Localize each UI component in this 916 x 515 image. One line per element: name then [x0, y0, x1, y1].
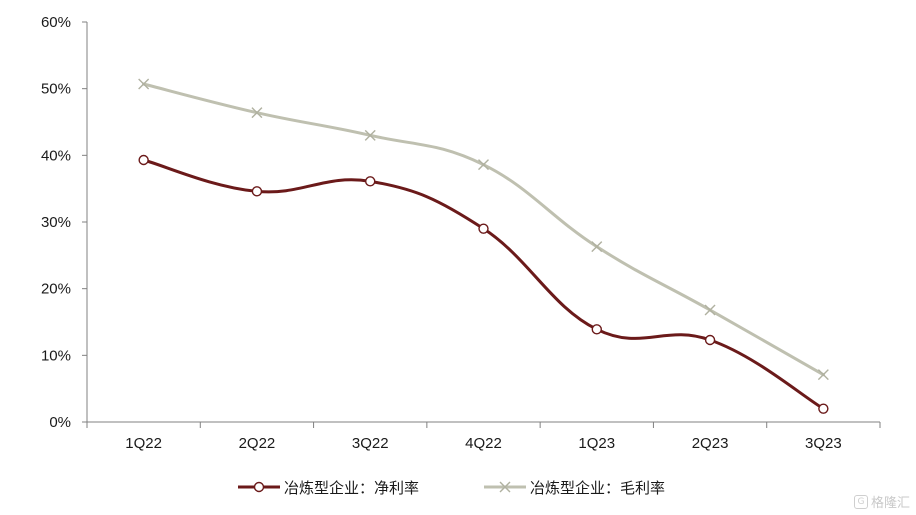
x-tick-label: 2Q23 [692, 435, 729, 452]
series-0-point [138, 154, 149, 166]
legend-label: 冶炼型企业：毛利率 [530, 479, 665, 497]
y-tick-label: 50% [41, 81, 71, 98]
series-0-point [704, 334, 716, 346]
x-tick-label: 3Q22 [352, 435, 389, 452]
series-0-point [478, 223, 489, 234]
series-1-point [704, 304, 716, 316]
series-0-point [818, 403, 829, 414]
series-0-point [591, 324, 602, 335]
series-0-point [251, 186, 263, 197]
x-tick-label: 2Q22 [239, 435, 276, 452]
legend-label: 冶炼型企业：净利率 [284, 479, 419, 497]
series-1-point [364, 129, 376, 141]
watermark-logo-icon: G [853, 494, 868, 509]
legend-marker [499, 481, 511, 493]
y-tick-label: 30% [41, 214, 71, 231]
y-tick-label: 10% [41, 347, 71, 364]
series-1-point [591, 241, 603, 253]
series-layer [138, 78, 829, 414]
watermark: G 格隆汇 [853, 492, 910, 511]
watermark-text: 格隆汇 [870, 496, 910, 511]
x-tick-label: 1Q23 [578, 435, 615, 452]
y-tick-label: 0% [49, 414, 71, 431]
chart-legend: 冶炼型企业：净利率 冶炼型企业：毛利率 [238, 479, 665, 497]
legend-item-1: 冶炼型企业：毛利率 [484, 479, 665, 497]
x-tick-label: 4Q22 [465, 435, 502, 452]
series-line-0 [142, 158, 825, 411]
series-1-point [478, 159, 489, 171]
x-tick-label: 1Q22 [125, 435, 162, 452]
chart-axes: 0% 10% 20% 30% 40% 50% 60% 1Q22 2Q22 3Q22 4Q22 1Q23… [41, 14, 881, 452]
series-0-point [365, 176, 376, 187]
y-tick-label: 20% [41, 281, 71, 298]
y-tick-label: 40% [41, 147, 71, 164]
series-1-point [817, 369, 829, 381]
x-tick-label: 3Q23 [805, 435, 842, 452]
series-1-point [138, 78, 150, 90]
legend-item-0: 冶炼型企业：净利率 [238, 479, 419, 497]
legend-marker [253, 481, 265, 493]
series-1-point [251, 107, 263, 119]
y-tick-label: 60% [41, 14, 71, 31]
